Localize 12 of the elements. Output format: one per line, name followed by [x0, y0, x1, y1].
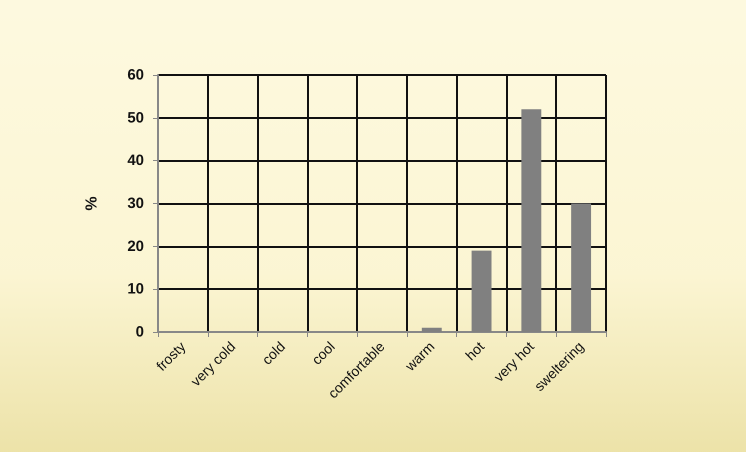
- y-tick-label: 40: [127, 152, 144, 170]
- y-tick-label: 20: [127, 238, 144, 255]
- x-tick-label: very cold: [187, 338, 238, 390]
- y-tick-label: 30: [127, 195, 144, 212]
- y-tick-label: 10: [127, 280, 144, 298]
- y-tick-label: 50: [127, 109, 144, 126]
- y-axis-title: %: [84, 196, 100, 211]
- y-tick-label: 60: [127, 66, 144, 84]
- x-tick-label: cold: [258, 338, 288, 368]
- x-tick-label: hot: [462, 338, 488, 364]
- x-tick-label: very hot: [490, 338, 538, 385]
- y-tick-label: 0: [136, 324, 144, 340]
